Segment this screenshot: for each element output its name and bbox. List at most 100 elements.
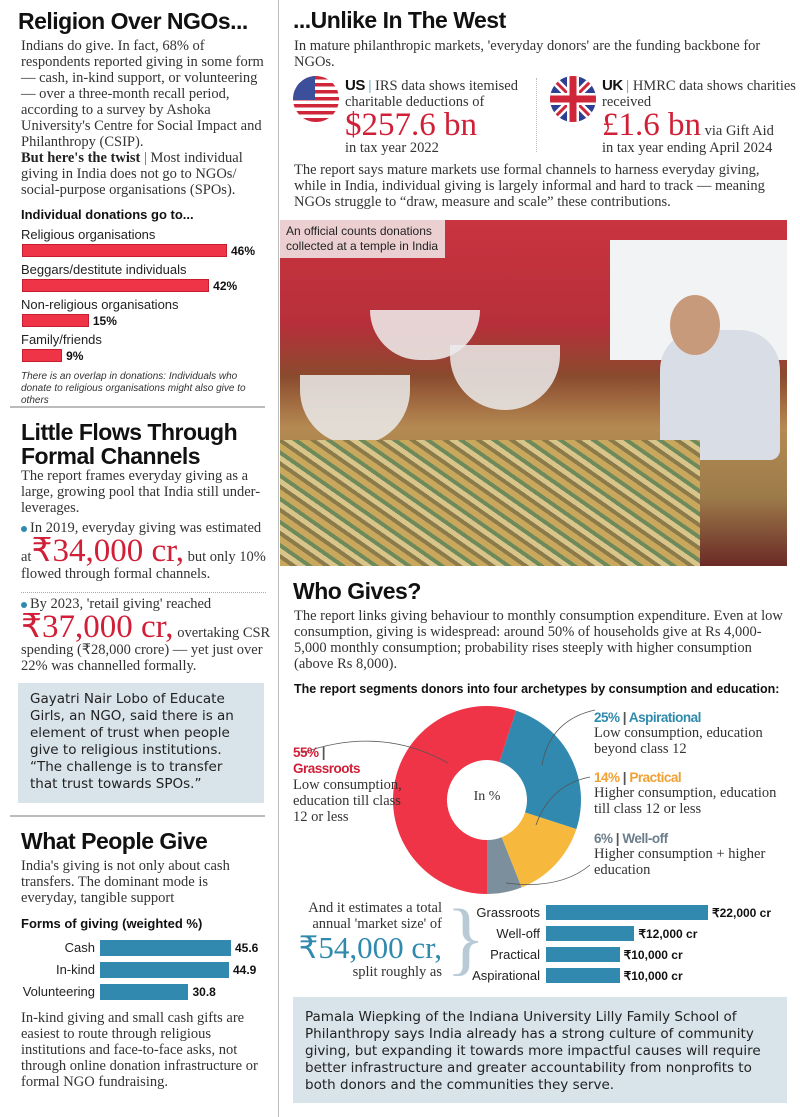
bar (22, 244, 227, 257)
bar-category-label: Religious organisations (21, 227, 156, 242)
photo-man (660, 330, 780, 460)
bar-value-label: ₹10,000 cr (623, 969, 683, 983)
us-block: US | IRS data shows itemised charitable … (345, 77, 530, 157)
photo-currency-notes (280, 440, 700, 566)
bar-value-label: ₹22,000 cr (712, 906, 772, 920)
bullet-2019-tail: but only 10% flowed through formal chann… (21, 549, 266, 582)
us-desc: IRS data shows itemised charitable deduc… (345, 78, 518, 110)
formal-title: Little Flows Through Formal Channels (21, 419, 238, 469)
bar-category-label: In-kind (55, 962, 95, 977)
grassroots-name: Grassroots (293, 761, 361, 776)
donut-slice-practical (501, 812, 577, 888)
market-block: And it estimates a total annual 'market … (288, 900, 442, 980)
bar (100, 962, 229, 978)
amount-37000: ₹37,000 cr, (21, 609, 174, 645)
uk-flag-icon (550, 76, 596, 122)
brace-icon: } (446, 892, 486, 983)
grassroots-desc: Low consumption, education till class 12… (293, 777, 402, 825)
bar-value-label: 42% (213, 279, 238, 293)
bar-category-label: Family/friends (21, 332, 102, 347)
forms-chart-title: Forms of giving (weighted %) (21, 916, 203, 931)
west-body-2: The report says mature markets use forma… (294, 162, 765, 210)
market-total: ₹54,000 cr, (298, 930, 442, 965)
bar-value-label: 30.8 (192, 985, 216, 999)
bullet-2019-lead: In 2019, everyday giving was estimated (30, 520, 262, 536)
bullet-2023: By 2023, 'retail giving' reached (21, 596, 273, 612)
column-divider (278, 0, 279, 1117)
well-off-pct: 6% (594, 831, 613, 846)
dotted-divider (21, 592, 266, 593)
photo-bowl (450, 345, 560, 410)
bullet-2019-block: In 2019, everyday giving was estimated a… (21, 520, 273, 582)
who-title: Who Gives? (293, 578, 421, 604)
amount-34000: ₹34,000 cr, (31, 533, 185, 569)
bullet-2019: In 2019, everyday giving was estimated (21, 520, 273, 536)
bar (100, 984, 189, 1000)
donut-center-label: In % (474, 789, 501, 804)
bar (546, 926, 635, 941)
bullet-icon (21, 525, 27, 532)
at-text: at (21, 549, 32, 565)
bar-category-label: Cash (64, 940, 95, 955)
wiepking-quote: Pamala Wiepking of the Indiana Universit… (293, 997, 787, 1103)
bar (22, 279, 210, 292)
aspirational-desc: Low consumption, education beyond class … (594, 725, 763, 757)
legend-well-off: 6% | Well-off Higher consumption + highe… (594, 831, 794, 878)
aspirational-pct: 25% (594, 710, 620, 725)
us-label: US (345, 77, 365, 94)
religion-title: Religion Over NGOs... (18, 8, 248, 34)
bar (546, 905, 708, 920)
temple-donations-photo: An official counts donations collected a… (280, 220, 787, 566)
bar-value-label: 9% (66, 349, 84, 363)
bar-category-label: Non-religious organisations (21, 297, 179, 312)
religion-twist: But here's the twist | Most individual g… (21, 150, 243, 198)
practical-pct: 14% (594, 770, 620, 785)
bar (546, 968, 620, 983)
lobo-quote: Gayatri Nair Lobo of Educate Girls, an N… (18, 683, 264, 803)
donut-slice-aspirational (499, 710, 581, 830)
bar-value-label: ₹12,000 cr (638, 927, 698, 941)
well-off-desc: Higher consumption + higher education (594, 846, 766, 878)
bar-value-label: 45.6 (235, 941, 259, 955)
archetypes-donut-chart: In % (301, 706, 596, 894)
us-amount: $257.6 bn (345, 107, 477, 143)
bullet-icon (21, 601, 27, 608)
practical-name: Practical (629, 770, 682, 785)
us-flag-icon (293, 76, 339, 122)
religion-text-block: Indians do give. In fact, 68% of respond… (21, 38, 273, 198)
callout-line (505, 864, 591, 885)
uk-block: UK | HMRC data shows charities received … (602, 77, 797, 157)
legend-grassroots: 55% | Grassroots Low consumption, educati… (293, 745, 402, 825)
twist-text: Most individual giving in India does not… (21, 150, 243, 198)
bar (100, 940, 231, 956)
bar-value-label: ₹10,000 cr (623, 948, 683, 962)
uk-label: UK (602, 77, 623, 94)
us-text: US | IRS data shows itemised charitable … (345, 77, 518, 111)
practical-desc: Higher consumption, education till class… (594, 785, 777, 817)
section-divider (10, 815, 265, 817)
aspirational-name: Aspirational (628, 710, 702, 725)
archetypes-chart-title: The report segments donors into four arc… (294, 682, 780, 696)
bar-value-label: 15% (92, 314, 117, 328)
donut-slice-grassroots (393, 706, 517, 894)
bar-category-label: Grassroots (476, 905, 540, 920)
market-lead: And it estimates a total annual 'market … (308, 900, 442, 932)
bullet-2023-block: By 2023, 'retail giving' reached ₹37,000… (21, 596, 273, 674)
uk-desc: HMRC data shows charities received (602, 78, 796, 110)
bullet-2023-tail: overtaking CSR spending (₹28,000 crore) … (21, 625, 271, 674)
west-body: In mature philanthropic markets, 'everyd… (294, 38, 761, 70)
section-divider (10, 406, 265, 408)
photo-man-head (670, 295, 720, 355)
donut-slice-well-off (487, 837, 522, 894)
donations-chart-title: Individual donations go to... (21, 207, 194, 222)
market-tail: split roughly as (352, 964, 442, 980)
legend-aspirational: 25% | Aspirational Low consumption, educ… (594, 710, 794, 757)
us-tail: in tax year 2022 (345, 140, 439, 156)
callout-line (535, 776, 591, 826)
grassroots-pct: 55% (293, 745, 319, 760)
well-off-name: Well-off (622, 831, 668, 846)
bar-category-label: Beggars/destitute individuals (21, 262, 187, 277)
what-after: In-kind giving and small cash gifts are … (21, 1010, 258, 1090)
bullet-2023-lead: By 2023, 'retail giving' reached (30, 596, 212, 612)
overlap-note: There is an overlap in donations: Indivi… (21, 371, 246, 406)
